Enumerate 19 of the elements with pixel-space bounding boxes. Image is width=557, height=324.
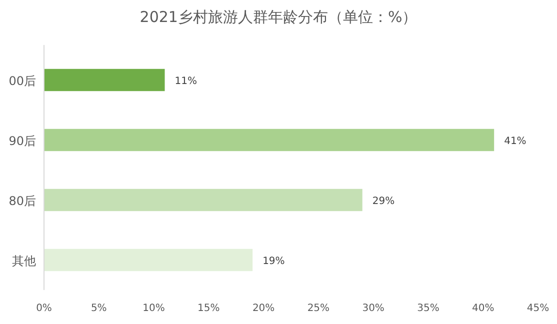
data-label: 29% <box>372 196 395 207</box>
x-tick-label: 45% <box>526 303 550 314</box>
data-label: 11% <box>174 76 197 87</box>
x-tick-label: 15% <box>198 303 220 314</box>
x-tick-label: 5% <box>90 303 107 314</box>
x-tick-label: 40% <box>472 303 494 314</box>
data-label: 19% <box>262 256 285 267</box>
title: 2021乡村旅游人群年龄分布（单位：%） <box>140 8 418 26</box>
x-tick-label: 20% <box>252 303 275 314</box>
y-tick-label: 90后 <box>8 134 36 148</box>
x-tick-label: 10% <box>142 303 165 314</box>
y-tick-label: 00后 <box>8 74 36 88</box>
x-tick-label: 0% <box>36 303 52 314</box>
y-tick-label: 80后 <box>8 194 36 208</box>
x-tick-label: 35% <box>417 303 440 314</box>
x-tick-label: 25% <box>307 303 330 314</box>
data-label: 41% <box>504 136 526 147</box>
x-tick-label: 30% <box>362 303 384 314</box>
y-tick-label: 其他 <box>12 254 36 268</box>
